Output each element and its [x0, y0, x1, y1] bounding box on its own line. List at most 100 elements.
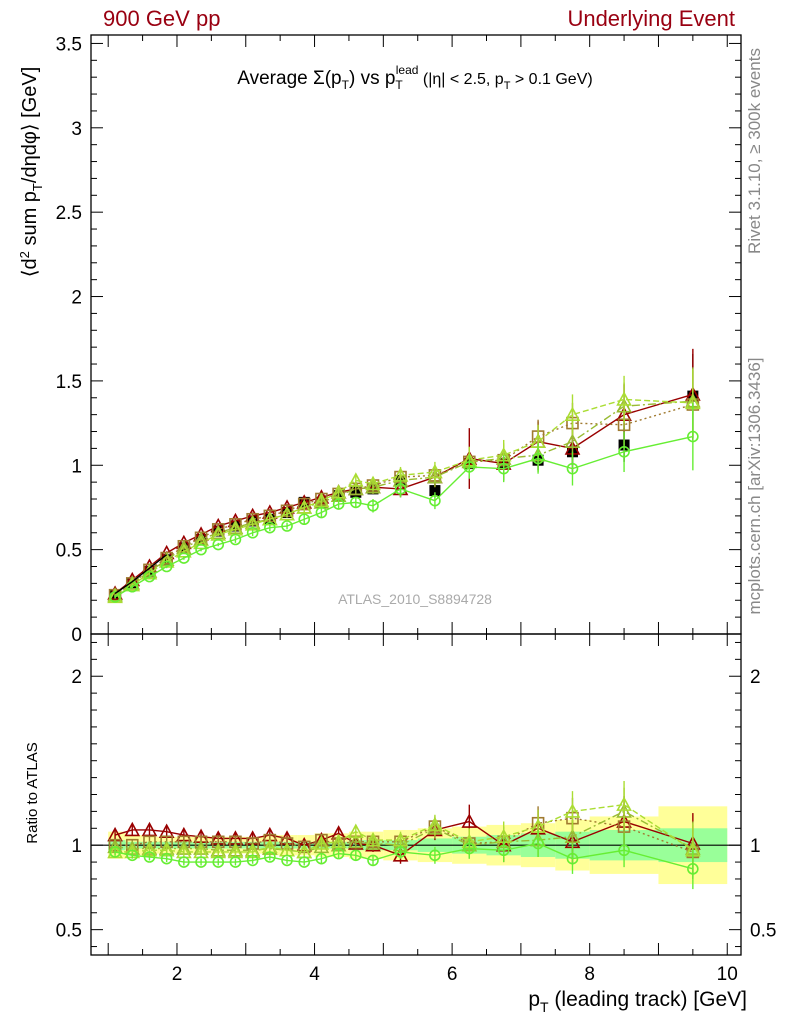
- main-series-4-point: [365, 475, 381, 491]
- header-right: Underlying Event: [567, 6, 735, 31]
- ratio-series-2-point: [313, 838, 330, 854]
- main-y-axis-label: ⟨d2 sum pT/dηdφ⟩ [GeV]: [17, 67, 45, 278]
- main-series-5-point: [178, 552, 190, 564]
- main-y-tick-label: 1.5: [56, 372, 82, 393]
- main-reference-curve: [114, 554, 168, 595]
- ratio-y-tick-label-left: 0.5: [56, 921, 82, 942]
- main-series-3-point: [365, 479, 381, 494]
- ratio-series-3-point: [313, 835, 330, 850]
- ratio-series-2-point: [564, 828, 581, 844]
- main-series-5-point: [463, 461, 476, 473]
- ratio-series-4-point: [109, 846, 121, 858]
- main-series-5-point: [229, 533, 242, 546]
- main-series-5: [109, 402, 699, 603]
- ratio-series-4-point: [143, 851, 156, 863]
- main-series-3-line: [114, 400, 693, 596]
- ratio-series-0-point: [365, 837, 381, 852]
- ratio-series-4: [109, 829, 699, 890]
- ratio-series-0-point: [347, 835, 364, 850]
- ratio-panel-series: [107, 780, 701, 890]
- x-tick-label: 6: [447, 964, 458, 985]
- main-series-5-point: [367, 499, 379, 512]
- axis-ticks: 0 0.5 1 1.5 2 2.5 3 3.5 2 4 6 8 10 0.5 0.5 1 1 2 2: [56, 34, 777, 985]
- header-left: 900 GeV pp: [103, 6, 221, 31]
- main-series-5-point: [566, 462, 579, 475]
- main-series-5-point: [143, 570, 156, 583]
- main-y-tick-label: 0: [71, 625, 82, 646]
- ratio-y-tick-label-left: 2: [71, 667, 82, 688]
- main-series-4-point: [313, 492, 330, 508]
- ratio-series-4-point: [367, 854, 379, 867]
- ratio-series-4-point: [195, 856, 207, 868]
- x-axis-label: pT (leading track) [GeV]: [528, 988, 747, 1015]
- ratio-series-3-point: [616, 796, 632, 811]
- ratio-series-4-point: [212, 856, 225, 868]
- ratio-series-4-point: [229, 856, 242, 868]
- x-tick-label: 2: [172, 964, 183, 985]
- main-series-3-point: [227, 519, 244, 534]
- main-series-3-point: [347, 480, 364, 496]
- ratio-series-4-point: [126, 849, 139, 862]
- main-series-5-point: [246, 526, 259, 539]
- main-series-3-point: [210, 524, 227, 540]
- ratio-series-0-point: [141, 821, 158, 837]
- main-series-5-point: [350, 496, 362, 509]
- main-y-tick-label: 3: [71, 119, 82, 140]
- main-series-5-point: [195, 543, 207, 556]
- ratio-series-4-point: [281, 854, 293, 867]
- ratio-series-4-point: [532, 837, 544, 850]
- ratio-series-3-point: [365, 831, 381, 847]
- ratio-series-0-point: [124, 821, 141, 837]
- ratio-series-4-point: [332, 847, 345, 860]
- main-y-tick-label: 1: [71, 456, 82, 477]
- ratio-series-4-point: [246, 854, 259, 867]
- main-series-5-point: [532, 452, 544, 465]
- main-series-5-point: [212, 538, 225, 551]
- main-series-3-point: [564, 433, 581, 448]
- main-series-5-point: [394, 483, 407, 495]
- ratio-y-tick-label-right: 2: [750, 667, 761, 688]
- ratio-series-4-point: [566, 852, 579, 865]
- x-tick-label: 8: [584, 964, 595, 985]
- main-series-4-point: [616, 391, 632, 406]
- main-series-5-point: [298, 513, 311, 526]
- main-y-tick-label: 2: [71, 288, 82, 309]
- ratio-series-3-point: [564, 803, 581, 818]
- ratio-series-2-point: [347, 833, 364, 849]
- main-series-4-point: [564, 406, 581, 421]
- ratio-series-3-point: [427, 816, 443, 832]
- ratio-series-4-point: [264, 851, 276, 863]
- main-series-4-line: [114, 398, 693, 598]
- main-series-5-point: [332, 498, 345, 510]
- ratio-series-0-point: [461, 813, 478, 828]
- ratio-panel-frame: [90, 633, 742, 956]
- x-tick-label: 10: [717, 964, 738, 985]
- ratio-series-4-point: [618, 844, 630, 857]
- main-series-4-point: [296, 499, 313, 514]
- ratio-series-4-point: [178, 856, 190, 868]
- main-series-2-line: [114, 403, 694, 596]
- main-y-tick-label: 2.5: [56, 203, 82, 224]
- main-series-5-point: [429, 494, 441, 507]
- main-series-5-point: [281, 520, 293, 532]
- main-series-3-point: [427, 468, 443, 484]
- main-series-5-point: [109, 591, 121, 603]
- ratio-series-3-point: [330, 833, 347, 849]
- ratio-series-4-point: [298, 856, 311, 868]
- ratio-series-3-point: [347, 823, 364, 838]
- ratio-y-axis-label: Ratio to ATLAS: [24, 742, 41, 843]
- ratio-y-tick-label-left: 1: [71, 836, 82, 857]
- ratio-y-tick-label-right: 0.5: [750, 921, 776, 942]
- main-series-5-point: [497, 462, 510, 475]
- main-y-tick-label: 0.5: [56, 541, 82, 562]
- main-series-5-point: [264, 521, 276, 534]
- main-series-5-point: [687, 430, 699, 443]
- ratio-series-4-point: [497, 844, 510, 857]
- ratio-y-tick-label-right: 1: [750, 836, 761, 857]
- analysis-watermark: ATLAS_2010_S8894728: [338, 591, 492, 607]
- main-series-4-point: [330, 484, 347, 499]
- ratio-series-4-line: [114, 842, 694, 870]
- main-series-4-point: [279, 506, 295, 521]
- ratio-series-4-point: [687, 863, 699, 875]
